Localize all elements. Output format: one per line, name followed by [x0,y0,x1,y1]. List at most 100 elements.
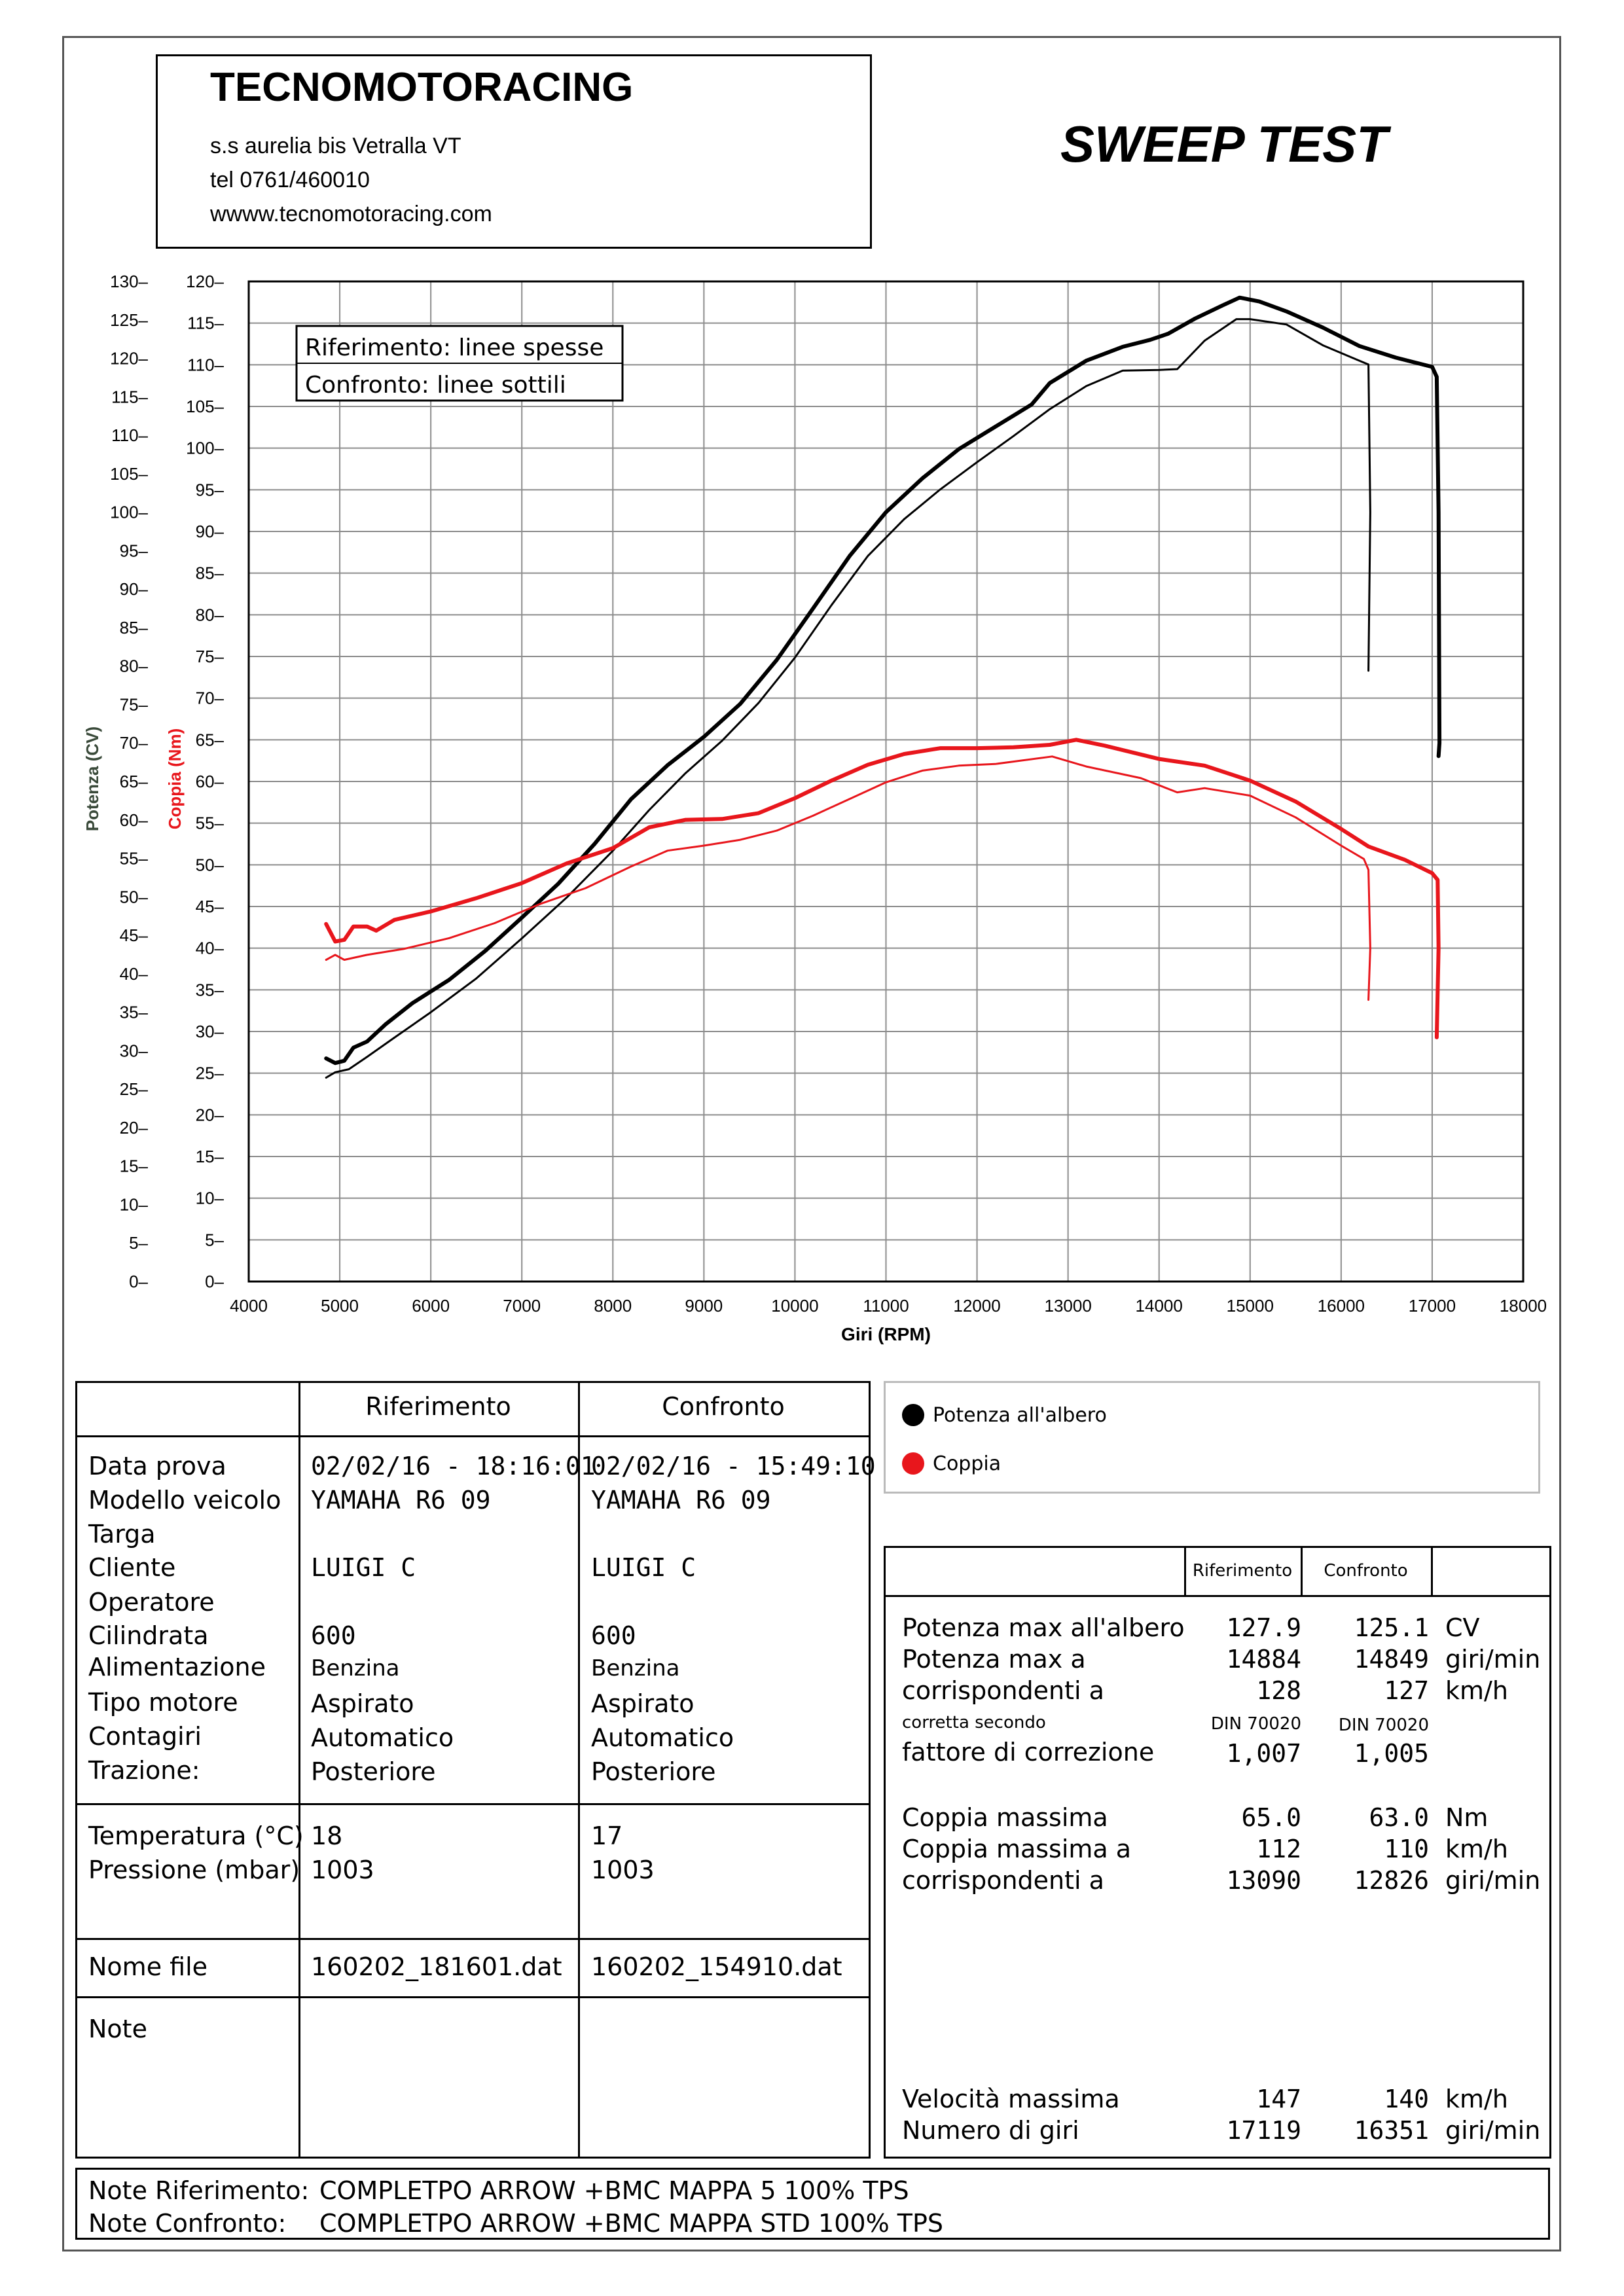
power-tick-label: 40– [120,964,149,984]
power-tick-label: 15– [120,1157,149,1176]
ref-pressione: 1003 [311,1856,374,1884]
torque-legend-label: Coppia [933,1452,1001,1475]
ref-coppia-speed: 112 [1256,1835,1301,1863]
results-table: Riferimento Confronto Potenza max all'al… [884,1546,1551,2159]
conf-alimentazione: Benzina [591,1655,680,1681]
col-header-riferimento: Riferimento [365,1392,511,1421]
ref-cliente: LUIGI C [311,1553,416,1582]
label-cliente: Cliente [88,1553,176,1582]
torque-tick-label: 115– [187,314,224,333]
label-trazione: Trazione: [88,1756,200,1785]
legend-thick-lines: Riferimento: linee spesse [305,334,604,361]
conf-fattore: 1,005 [1354,1739,1429,1768]
power-tick-label: 60– [120,810,149,830]
label-coppia-rpm: corrispondenti a [902,1866,1104,1895]
unit-velocita-max: km/h [1445,2085,1508,2113]
power-tick-label: 115– [111,387,148,406]
conf-contagiri: Automatico [591,1723,734,1752]
label-potenza-rpm: Potenza max a [902,1645,1086,1674]
conf-velocita-max: 140 [1384,2085,1429,2113]
torque-tick-label: 60– [196,772,225,791]
x-tick-label: 15000 [1227,1296,1274,1316]
x-tick-label: 9000 [685,1296,723,1316]
ref-fattore: 1,007 [1226,1739,1301,1768]
header-box: TECNOMOTORACING s.s aurelia bis Vetralla… [156,54,872,249]
note-conf-label: Note Confronto: [88,2209,287,2238]
power-tick-label: 110– [111,425,148,445]
company-address: s.s aurelia bis Vetralla VT [210,134,461,158]
ref-nome-file: 160202_181601.dat [311,1952,562,1981]
ref-trazione: Posteriore [311,1757,436,1786]
ref-alimentazione: Benzina [311,1655,400,1681]
torque-tick-label: 85– [196,564,225,583]
power-tick-label: 25– [120,1079,149,1099]
x-tick-label: 11000 [863,1296,909,1316]
ref-potenza-rpm: 14884 [1226,1645,1301,1674]
ref-tipo-motore: Aspirato [311,1689,414,1718]
power-legend-label: Potenza all'albero [933,1404,1107,1427]
conf-potenza-rpm: 14849 [1354,1645,1429,1674]
torque-curve-riferimento [324,738,1441,1039]
power-tick-label: 80– [120,656,149,676]
power-tick-label: 0– [129,1272,148,1291]
ref-numero-giri: 17119 [1226,2116,1301,2145]
company-name: TECNOMOTORACING [210,65,634,110]
power-tick-label: 70– [120,733,149,753]
torque-tick-label: 25– [196,1064,225,1083]
label-potenza-max: Potenza max all'albero [902,1613,1185,1642]
conf-coppia-speed: 110 [1384,1835,1429,1863]
torque-tick-label: 35– [196,980,225,999]
x-tick-label: 17000 [1409,1296,1456,1316]
x-tick-label: 14000 [1136,1296,1183,1316]
label-pressione: Pressione (mbar) [88,1856,300,1884]
x-tick-label: 10000 [771,1296,818,1316]
power-curve-riferimento [324,295,1442,1066]
power-axis-title: Potenza (CV) [82,726,102,831]
label-fattore: fattore di correzione [902,1738,1155,1767]
conf-cliente: LUIGI C [591,1553,696,1582]
ref-modello: YAMAHA R6 09 [311,1486,491,1515]
torque-tick-label: 70– [196,689,225,708]
torque-tick-label: 45– [196,897,225,916]
unit-potenza-speed: km/h [1445,1676,1508,1705]
label-potenza-speed: corrispondenti a [902,1676,1104,1705]
power-tick-label: 10– [120,1194,149,1214]
x-tick-label: 7000 [503,1296,541,1316]
test-title: SWEEP TEST [1060,115,1388,173]
power-tick-label: 120– [110,349,148,368]
label-velocita-max: Velocità massima [902,2085,1120,2113]
unit-potenza-rpm: giri/min [1445,1645,1541,1674]
torque-tick-label: 10– [196,1189,225,1208]
x-tick-label: 6000 [412,1296,450,1316]
label-targa: Targa [88,1520,156,1549]
power-tick-label: 75– [120,694,149,714]
ref-temperatura: 18 [311,1821,343,1850]
power-tick-label: 125– [110,310,148,330]
dyno-chart: 4000 5000 6000 7000 8000 9000 10000 11000 12000 1… [82,272,1547,1344]
power-tick-label: 105– [110,464,148,484]
label-nome-file: Nome file [88,1952,208,1981]
label-note: Note [88,2015,147,2043]
conf-trazione: Posteriore [591,1757,716,1786]
conf-potenza-max: 125.1 [1354,1613,1429,1642]
x-axis-title: Giri (RPM) [841,1324,931,1344]
power-tick-label: 45– [120,925,149,945]
power-tick-label: 50– [120,887,149,906]
label-data-prova: Data prova [88,1452,226,1480]
conf-coppia-max: 63.0 [1369,1803,1429,1832]
power-tick-label: 65– [120,772,149,791]
torque-legend-marker [902,1452,924,1475]
torque-tick-label: 80– [196,605,225,624]
chart-axis-titles: Potenza (CV) Coppia (Nm) [82,726,185,831]
torque-tick-label: 5– [205,1230,224,1249]
label-contagiri: Contagiri [88,1722,202,1751]
unit-coppia-rpm: giri/min [1445,1866,1541,1895]
plot-frame [247,280,1525,1283]
torque-tick-label: 110– [187,355,224,374]
power-tick-label: 130– [110,272,148,291]
conf-modello: YAMAHA R6 09 [591,1486,771,1515]
company-phone: tel 0761/460010 [210,168,370,192]
torque-tick-label: 90– [196,522,225,541]
conf-temperatura: 17 [591,1821,623,1850]
chart-grid [248,281,1524,1282]
